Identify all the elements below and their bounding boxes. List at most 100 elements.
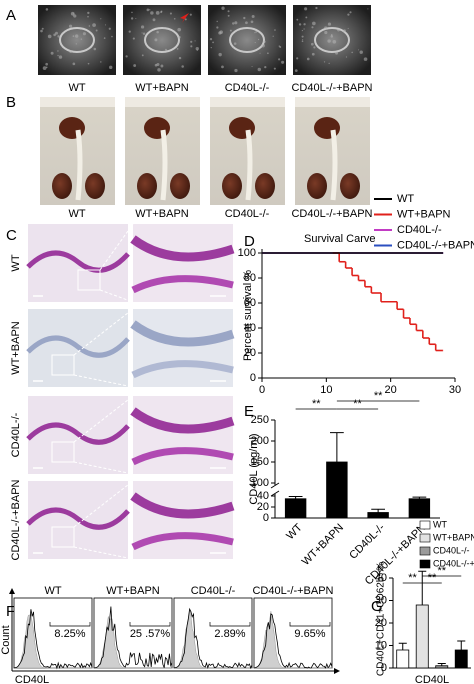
image-label: WT xyxy=(68,82,85,94)
y-tick-label: 30 xyxy=(375,594,387,606)
sample-histogram xyxy=(93,606,173,669)
x-tick-label: WT+BAPN xyxy=(300,522,346,568)
significance-label: ** xyxy=(353,398,362,410)
zoom-line xyxy=(73,374,134,388)
legend-label: CD40L-/- xyxy=(433,545,470,555)
speckle xyxy=(109,65,113,70)
speckle xyxy=(257,38,260,41)
speckle xyxy=(92,23,96,27)
speckle xyxy=(45,62,48,66)
speckle xyxy=(190,45,193,48)
speckle xyxy=(216,26,219,29)
row-label: CD40L-/-+BAPN xyxy=(10,479,22,560)
speckle xyxy=(72,62,76,66)
y-tick-label: 40 xyxy=(257,490,269,502)
tissue xyxy=(131,447,234,466)
speckle xyxy=(45,8,49,11)
speckle xyxy=(255,30,258,33)
speckle xyxy=(221,6,225,10)
error-bar xyxy=(437,663,446,666)
row-label: WT+BAPN xyxy=(10,321,22,375)
image-label: WT+BAPN xyxy=(135,82,189,94)
speckle xyxy=(132,37,135,40)
kidney xyxy=(137,173,157,199)
speckle xyxy=(149,9,151,11)
speckle xyxy=(315,6,318,10)
speckle xyxy=(55,31,58,35)
speckle xyxy=(70,11,75,16)
error-bar xyxy=(398,642,407,650)
y-tick-label: 250 xyxy=(251,414,269,426)
speckle xyxy=(69,50,73,53)
row-label: CD40L-/- xyxy=(10,412,22,457)
kidney xyxy=(170,173,190,199)
y-tick-label: 80 xyxy=(244,272,256,284)
speckle xyxy=(184,18,187,21)
chart-title: Survival Carve xyxy=(304,233,376,245)
speckle xyxy=(261,43,265,48)
panel-letter: B xyxy=(6,94,16,111)
speckle xyxy=(95,29,98,32)
histology-zoom xyxy=(133,224,233,302)
speckle xyxy=(359,50,363,54)
bar xyxy=(454,649,468,669)
zoom-box xyxy=(51,354,75,376)
speckle xyxy=(304,7,308,11)
speckle xyxy=(135,18,137,20)
legend-label: CD40L-/- xyxy=(397,224,442,236)
speckle xyxy=(79,28,82,30)
speckle xyxy=(327,39,331,43)
speckle xyxy=(303,28,305,30)
speckle xyxy=(155,10,160,15)
y-tick-label: 100 xyxy=(238,247,256,259)
x-tick-label: CD40L-/- xyxy=(347,521,387,561)
speckle xyxy=(254,42,256,44)
panel-letter: A xyxy=(6,7,16,24)
speckle xyxy=(301,40,304,43)
axis-label: CD40L xyxy=(415,674,449,684)
speckle xyxy=(363,57,368,61)
speckle xyxy=(324,30,328,35)
speckle xyxy=(130,17,134,20)
x-tick-label: 30 xyxy=(449,384,461,396)
gate-percent: 25 .57% xyxy=(130,628,171,640)
speckle xyxy=(367,8,369,10)
speckle xyxy=(221,65,224,69)
kidney xyxy=(222,173,242,199)
speckle xyxy=(140,25,145,29)
bar xyxy=(408,498,431,519)
speckle xyxy=(178,35,181,39)
panel-letter: C xyxy=(6,227,17,244)
x-tick-label: 0 xyxy=(259,384,265,396)
speckle xyxy=(227,10,230,13)
panel-letter: E xyxy=(244,403,254,420)
y-tick-label: 20 xyxy=(257,501,269,513)
ultrasound-image xyxy=(293,5,371,75)
speckle xyxy=(154,63,158,67)
speckle xyxy=(50,51,54,55)
kidney xyxy=(85,173,105,199)
y-tick-label: 0 xyxy=(381,662,387,674)
speckle xyxy=(330,35,334,38)
zoom-line xyxy=(73,546,134,560)
ultrasound-image xyxy=(38,5,116,75)
row-label: WT xyxy=(10,254,22,271)
speckle xyxy=(216,20,218,23)
histology-zoom xyxy=(133,396,233,474)
bar xyxy=(367,512,389,519)
ruler xyxy=(210,97,285,107)
speckle xyxy=(311,26,314,29)
speckle xyxy=(100,18,102,20)
y-tick-label: 150 xyxy=(251,456,269,468)
speckle xyxy=(82,32,86,36)
axis-arrow-head xyxy=(334,668,340,674)
speckle xyxy=(234,68,238,73)
zoom-box xyxy=(77,269,101,291)
isotype-histogram xyxy=(13,614,92,669)
zoom-line xyxy=(73,480,134,528)
image-label: WT+BAPN xyxy=(135,208,189,220)
x-tick-label: 10 xyxy=(320,384,332,396)
speckle xyxy=(281,60,285,64)
speckle xyxy=(358,49,360,51)
sample-histogram xyxy=(13,609,93,670)
